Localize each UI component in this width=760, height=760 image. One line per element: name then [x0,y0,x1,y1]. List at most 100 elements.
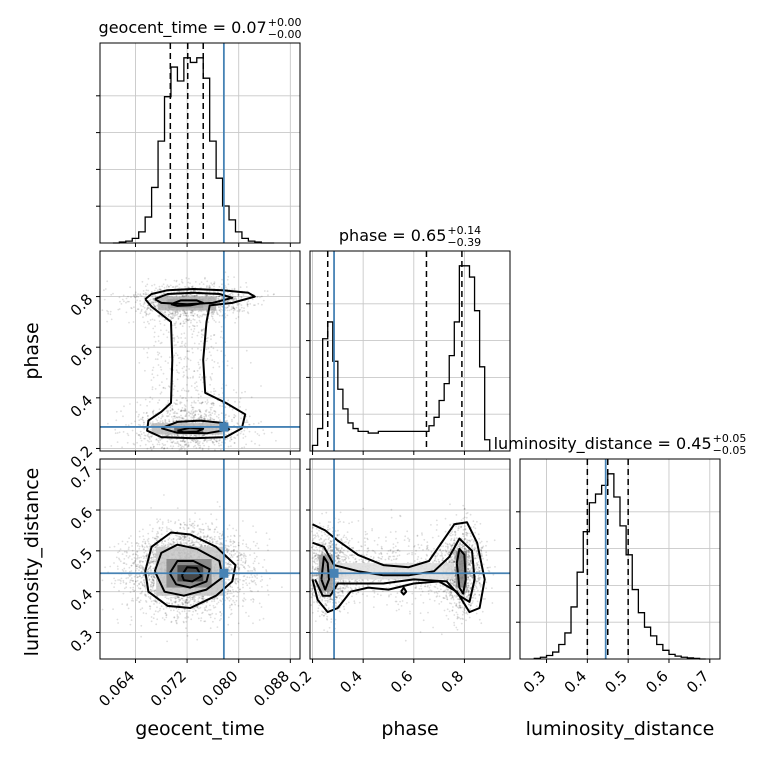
scatter-point [177,445,180,448]
scatter-point [190,311,193,314]
scatter-point [235,582,238,585]
scatter-point [255,555,258,558]
scatter-point [175,369,178,372]
scatter-point [208,286,211,289]
scatter-point [180,333,183,335]
scatter-point [256,295,259,298]
scatter-point [177,357,180,359]
scatter-point [143,579,145,582]
scatter-point [208,285,211,288]
scatter-point [258,444,261,447]
scatter-point [158,384,161,387]
scatter-point [200,349,203,352]
scatter-point [149,524,151,526]
scatter-point [200,340,202,343]
scatter-point [224,558,227,560]
scatter-point [134,293,137,296]
scatter-point [144,434,147,437]
scatter-point [191,347,194,350]
scatter-point [237,303,240,306]
scatter-point [235,298,238,301]
scatter-point [150,440,153,443]
scatter-point [232,542,234,545]
scatter-point [171,447,174,450]
scatter-point [193,295,196,297]
scatter-point [132,588,134,591]
scatter-point [182,375,185,378]
scatter-point [210,354,212,357]
scatter-point [110,445,113,447]
scatter-point [183,528,186,530]
scatter-point [184,295,187,297]
scatter-point [162,283,165,286]
scatter-point [225,544,227,547]
scatter-point [182,312,185,315]
scatter-point [157,364,160,366]
scatter-point [219,310,222,313]
scatter-point [217,298,220,300]
scatter-point [154,295,157,298]
scatter-point [176,416,179,419]
scatter-point [198,528,201,530]
scatter-point [142,528,144,531]
scatter-point [129,579,132,582]
scatter-point [152,376,155,379]
scatter-point [149,308,152,311]
scatter-point [230,292,233,295]
scatter-point [226,278,229,281]
scatter-point [160,368,163,371]
scatter-point [134,291,137,294]
scatter-point [252,540,255,543]
scatter-point [192,418,195,421]
scatter-point [228,599,231,602]
scatter-point [118,550,121,552]
scatter-point [249,554,251,556]
scatter-point [183,608,186,611]
scatter-point [158,399,161,402]
scatter-point [117,551,119,554]
scatter-point [160,417,163,420]
scatter-point [216,440,218,443]
scatter-point [246,584,249,587]
scatter-point [204,277,206,280]
scatter-point [160,288,162,291]
scatter-point [159,439,162,442]
scatter-point [262,617,265,620]
scatter-point [157,610,160,613]
scatter-point [263,290,266,292]
scatter-point [142,540,144,543]
scatter-point [192,531,195,534]
scatter-point [171,324,174,327]
scatter-point [254,431,257,433]
scatter-point [229,440,231,442]
scatter-point [239,432,242,435]
scatter-point [165,286,168,288]
scatter-point [183,310,186,313]
scatter-point [175,403,177,406]
scatter-point [143,301,146,303]
scatter-point [166,597,168,600]
scatter-point [179,402,182,405]
scatter-point [189,282,191,285]
scatter-point [190,416,193,418]
scatter-point [244,557,247,560]
scatter-point [263,432,266,435]
scatter-point [196,314,199,316]
scatter-point [246,576,249,579]
scatter-point [151,530,154,533]
scatter-point [207,347,210,350]
scatter-point [204,418,207,421]
scatter-point [110,318,113,321]
scatter-point [107,310,109,313]
scatter-point [147,435,149,437]
scatter-point [177,317,180,320]
scatter-point [159,289,162,291]
scatter-point [173,340,176,342]
scatter-point [166,530,168,533]
scatter-point [236,310,239,312]
scatter-point [109,313,112,316]
scatter-point [172,412,175,414]
scatter-point [145,559,147,562]
scatter-point [166,447,169,450]
scatter-point [136,584,139,587]
